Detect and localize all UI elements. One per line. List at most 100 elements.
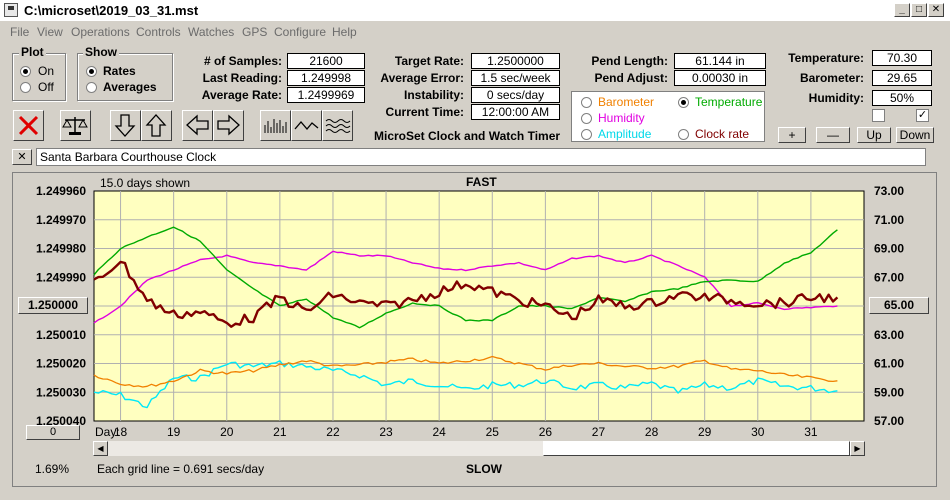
wave-view-button[interactable] [322, 110, 353, 141]
humidity-field: 50% [872, 90, 932, 106]
menu-configure[interactable]: Configure [274, 25, 327, 39]
overlay-amplitude-radio[interactable] [581, 129, 592, 140]
down-arrow-button[interactable] [110, 110, 141, 141]
pend-length-label: Pend Length: [591, 54, 668, 68]
series-clock-rate [93, 260, 839, 328]
x-tick-label: 19 [167, 425, 181, 439]
chart-frame [12, 172, 937, 487]
series-barometer [93, 355, 838, 388]
bars-view-button[interactable] [260, 110, 291, 141]
clock-name-field[interactable]: Santa Barbara Courthouse Clock [36, 148, 926, 166]
line-view-button[interactable] [291, 110, 322, 141]
show-averages-label: Averages [103, 80, 157, 94]
right-arrow-button[interactable] [213, 110, 244, 141]
x-tick-label: 24 [432, 425, 446, 439]
plot-group-label: Plot [19, 45, 46, 59]
app-caption: MicroSet Clock and Watch Timer [374, 129, 561, 143]
left-tick-label: 1.249980 [36, 242, 86, 256]
last-reading-label: Last Reading: [202, 71, 282, 85]
x-tick-label: 30 [751, 425, 765, 439]
humidity-label: Humidity: [808, 91, 864, 105]
barometer-field: 29.65 [872, 70, 932, 86]
plot-on-label: On [38, 64, 55, 78]
instability-label: Instability: [403, 88, 464, 102]
menu-help[interactable]: Help [332, 25, 357, 39]
arrow-right-icon [217, 114, 240, 136]
right-tick-label: 57.00 [874, 414, 904, 428]
pend-length-field[interactable]: 61.144 in [674, 53, 766, 69]
overlay-humidity-radio[interactable] [581, 113, 592, 124]
down-button[interactable]: Down [896, 127, 934, 143]
close-icon[interactable]: ✕ [928, 3, 944, 17]
left-tick-label: 1.249960 [36, 184, 86, 198]
scroll-right-icon[interactable]: ▶ [850, 441, 865, 456]
right-axis-ticks: 73.00 71.00 69.00 67.00 63.00 61.00 59.00 57.00 [874, 184, 904, 428]
right-tick-label: 73.00 [874, 184, 904, 198]
plot-on-radio[interactable] [20, 66, 31, 77]
x-tick-label: 20 [220, 425, 234, 439]
show-rates-label: Rates [103, 64, 136, 78]
last-reading-field: 1.249998 [287, 70, 365, 86]
overlay-barometer-label: Barometer [598, 95, 655, 109]
zero-button[interactable]: 0 [26, 425, 80, 440]
scroll-left-icon[interactable]: ◀ [93, 441, 108, 456]
clear-clock-button[interactable]: ✕ [12, 149, 32, 165]
average-error-label: Average Error: [380, 71, 464, 85]
left-tick-label: 1.250020 [36, 357, 86, 371]
show-rates-radio[interactable] [86, 66, 97, 77]
right-reference-button[interactable]: 65.00 [869, 297, 929, 314]
x-tick-label: 23 [379, 425, 393, 439]
current-time-field: 12:00:00 AM [471, 104, 560, 120]
left-reference-button[interactable]: 1.250000 [18, 297, 88, 314]
overlay-barometer-radio[interactable] [581, 97, 592, 108]
app-icon[interactable] [4, 3, 18, 17]
fast-label: FAST [466, 175, 497, 189]
menu-file[interactable]: File [10, 25, 30, 39]
pend-adjust-label: Pend Adjust: [594, 71, 668, 85]
days-shown-label: 15.0 days shown [100, 176, 191, 190]
overlay-clockrate-radio[interactable] [678, 129, 689, 140]
arrow-down-icon [114, 114, 136, 137]
x-tick-label: 31 [804, 425, 818, 439]
series-temperature [93, 226, 838, 329]
scroll-thumb[interactable] [543, 441, 850, 456]
stop-button[interactable] [13, 110, 44, 141]
x-tick-label: 27 [592, 425, 606, 439]
day-label: Day: [95, 425, 120, 439]
left-tick-label: 1.249970 [36, 213, 86, 227]
menu-operations[interactable]: Operations [71, 25, 130, 39]
x-tick-label: 21 [273, 425, 287, 439]
menu-gps[interactable]: GPS [242, 25, 268, 39]
x-tick-label: 26 [539, 425, 553, 439]
up-button[interactable]: Up [857, 127, 891, 143]
checkbox-1[interactable] [872, 109, 885, 122]
menu-watches[interactable]: Watches [188, 25, 235, 39]
x-tick-label: 18 [114, 425, 128, 439]
grid-note: Each grid line = 0.691 secs/day [97, 462, 265, 476]
current-time-label: Current Time: [385, 105, 464, 119]
temperature-label: Temperature: [788, 51, 864, 65]
overlay-temperature-radio[interactable] [678, 97, 689, 108]
plus-button[interactable]: + [778, 127, 806, 143]
menu-controls[interactable]: Controls [136, 25, 181, 39]
menu-bar: File View Operations Controls Watches GP… [0, 22, 950, 42]
x-tick-label: 29 [698, 425, 712, 439]
left-arrow-button[interactable] [182, 110, 213, 141]
red-x-icon [18, 115, 39, 136]
checkbox-2[interactable]: ✓ [916, 109, 929, 122]
minus-button[interactable]: — [816, 127, 850, 143]
minimize-icon[interactable]: _ [894, 3, 910, 17]
balance-button[interactable] [60, 110, 91, 141]
up-arrow-button[interactable] [141, 110, 172, 141]
plot-off-radio[interactable] [20, 82, 31, 93]
instability-field: 0 secs/day [471, 87, 560, 103]
overlay-temperature-label: Temperature [695, 95, 763, 109]
series-amplitude [93, 360, 838, 409]
average-rate-label: Average Rate: [201, 88, 282, 102]
show-averages-radio[interactable] [86, 82, 97, 93]
x-tick-label: 28 [645, 425, 659, 439]
target-rate-field[interactable]: 1.2500000 [471, 53, 560, 69]
right-tick-label: 69.00 [874, 242, 904, 256]
maximize-icon[interactable]: □ [911, 3, 927, 17]
menu-view[interactable]: View [37, 25, 63, 39]
